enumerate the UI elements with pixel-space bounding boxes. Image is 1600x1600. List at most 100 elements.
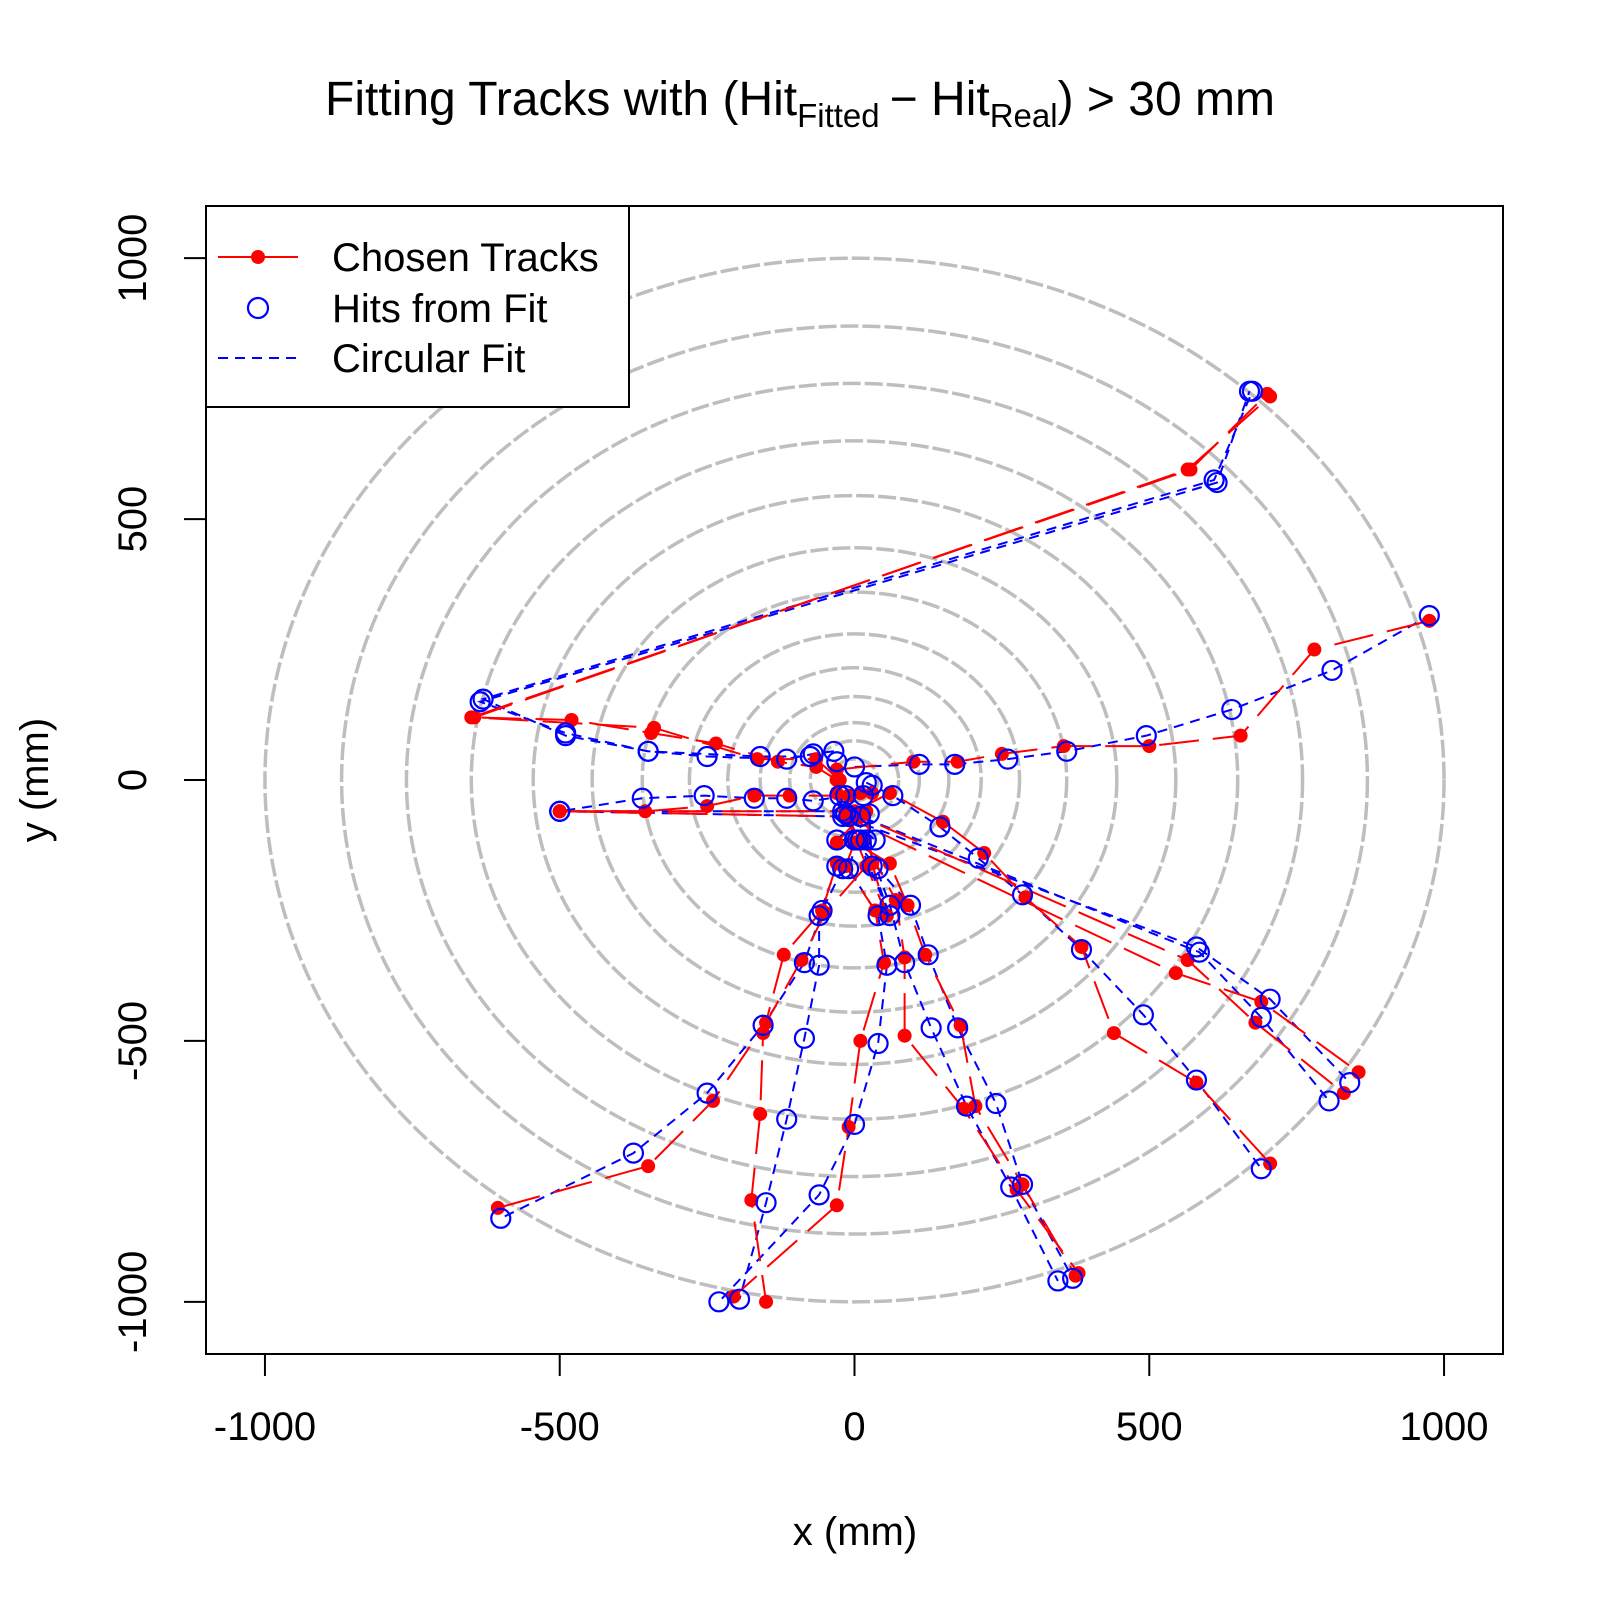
chosen-track-line-6 — [559, 810, 1345, 1094]
fit-hit-4-3 — [776, 787, 798, 809]
detector-layer-8 — [590, 546, 1119, 1014]
fit-hit-10-6 — [843, 1113, 866, 1136]
chosen-hit-10-4 — [876, 955, 891, 970]
circular-fit-track-6 — [559, 810, 1330, 1102]
legend-fit-label: Hits from Fit — [332, 287, 548, 331]
chosen-track-line-7 — [854, 791, 1271, 1165]
fit-hit-10-3 — [867, 905, 889, 927]
y-axis: -1000 -500 0 500 1000 — [111, 214, 207, 1353]
chosen-hit-6-6 — [1336, 1086, 1351, 1101]
circular-fit-track-1 — [476, 390, 1251, 761]
chosen-track-lines — [470, 393, 1430, 1302]
fit-hit-10-5 — [867, 1032, 889, 1055]
x-tick-label-2: -500 — [520, 1405, 600, 1449]
fit-hit-2-3 — [749, 745, 771, 768]
fit-hit-3-1 — [843, 756, 866, 778]
x-tick-label-4: 500 — [1116, 1405, 1183, 1449]
fit-hit-7-6 — [1070, 938, 1093, 961]
fit-hit-4-6 — [631, 787, 653, 809]
fit-hit-6-5 — [1250, 1006, 1272, 1029]
fit-hit-3-4 — [997, 748, 1019, 770]
chosen-hit-1-4 — [708, 736, 723, 751]
y-tick-label-1: -1000 — [111, 1251, 155, 1353]
fit-hit-2-2 — [799, 745, 821, 768]
x-axis: -1000 -500 0 500 1000 — [214, 1353, 1489, 1449]
chosen-hit-12-3 — [776, 947, 791, 962]
fit-hit-points — [469, 380, 1440, 1313]
chosen-hit-7-7 — [1106, 1026, 1121, 1041]
fit-hit-1-7 — [469, 691, 491, 713]
fit-hit-9-1 — [855, 829, 877, 851]
legend-box — [205, 205, 630, 408]
fit-hit-13-8 — [861, 855, 883, 877]
chosen-hit-4-2 — [782, 788, 797, 803]
detector-layer-5 — [725, 666, 984, 894]
fit-hit-12-6 — [755, 1192, 777, 1214]
fit-hit-7-9 — [1250, 1158, 1272, 1180]
chosen-hit-2-5 — [467, 710, 482, 725]
fit-hit-13-1 — [838, 805, 860, 828]
legend-circfit-label: Circular Fit — [332, 337, 525, 381]
fit-hit-3-5 — [1056, 740, 1078, 762]
detector-layer-10 — [469, 439, 1240, 1121]
fit-hit-7-7 — [1132, 1004, 1154, 1026]
chosen-track-points — [464, 386, 1437, 1309]
y-tick-label-5: 1000 — [111, 214, 155, 303]
detector-layer-13 — [263, 256, 1446, 1304]
legend: Chosen Tracks Hits from Fit Circular Fit — [205, 205, 630, 408]
fit-hit-5-3 — [1185, 936, 1208, 958]
fit-hit-7-2 — [882, 785, 904, 807]
y-axis-label: y (mm) — [13, 718, 57, 842]
circular-fit-track-13 — [834, 784, 891, 917]
chosen-track-line-11 — [497, 865, 868, 1209]
chosen-hit-12-6 — [744, 1193, 759, 1208]
x-tick-label-1: -1000 — [214, 1405, 316, 1449]
fit-hit-13-9 — [879, 905, 901, 927]
chosen-hit-11-6 — [641, 1159, 656, 1174]
chosen-hit-12-7 — [759, 1294, 774, 1309]
fit-hit-13-10 — [829, 785, 851, 807]
y-tick-label-2: -500 — [111, 1001, 155, 1081]
fit-hit-9-7 — [1047, 1270, 1069, 1292]
chosen-track-line-2 — [473, 395, 1271, 781]
fit-hit-2-6 — [472, 688, 494, 710]
fit-hit-10-7 — [808, 1184, 830, 1206]
fit-hit-11-3 — [793, 952, 815, 974]
y-tick-label-3: 0 — [111, 769, 155, 791]
x-tick-label-5: 1000 — [1400, 1405, 1489, 1449]
chosen-hit-2-4 — [647, 720, 662, 735]
fit-hit-3-7 — [1221, 698, 1243, 721]
legend-fit-marker — [246, 296, 270, 320]
chosen-hit-12-5 — [753, 1106, 768, 1121]
fit-hit-5-4 — [1259, 988, 1281, 1010]
detector-layer-11 — [404, 381, 1305, 1179]
chosen-hit-8-4 — [918, 947, 933, 962]
fit-hit-3-3 — [944, 753, 966, 775]
fit-hit-3-8 — [1321, 659, 1343, 682]
fit-hit-3-2 — [908, 753, 930, 775]
chosen-hit-3-8 — [1307, 642, 1322, 657]
fit-hit-6-6 — [1318, 1090, 1340, 1112]
fit-hit-5-5 — [1339, 1072, 1361, 1094]
fit-hit-1-3 — [776, 748, 798, 770]
detector-layers — [263, 256, 1446, 1304]
chosen-hit-2-6 — [1180, 462, 1195, 477]
fit-hit-13-12 — [861, 774, 883, 796]
legend-chosen-label: Chosen Tracks — [332, 236, 599, 280]
fit-hit-2-4 — [637, 740, 659, 762]
circular-fit-track-7 — [865, 781, 1263, 1170]
fit-hit-8-6 — [985, 1092, 1007, 1115]
fit-hit-2-8 — [1241, 380, 1264, 402]
chosen-hit-3-3 — [950, 754, 965, 769]
fit-hit-10-8 — [708, 1291, 730, 1313]
chosen-track-line-8 — [853, 841, 1077, 1277]
chosen-hit-9-4 — [897, 1028, 912, 1043]
fit-hit-5-2 — [832, 805, 854, 828]
chosen-hit-13-3 — [829, 835, 844, 850]
chosen-hit-7-8 — [1189, 1075, 1204, 1090]
fit-hit-13-4 — [849, 829, 871, 851]
chart-title-sub-fitted: Fitted — [797, 97, 880, 134]
fit-hit-12-3 — [808, 954, 830, 976]
fit-hit-11-6 — [622, 1142, 645, 1164]
